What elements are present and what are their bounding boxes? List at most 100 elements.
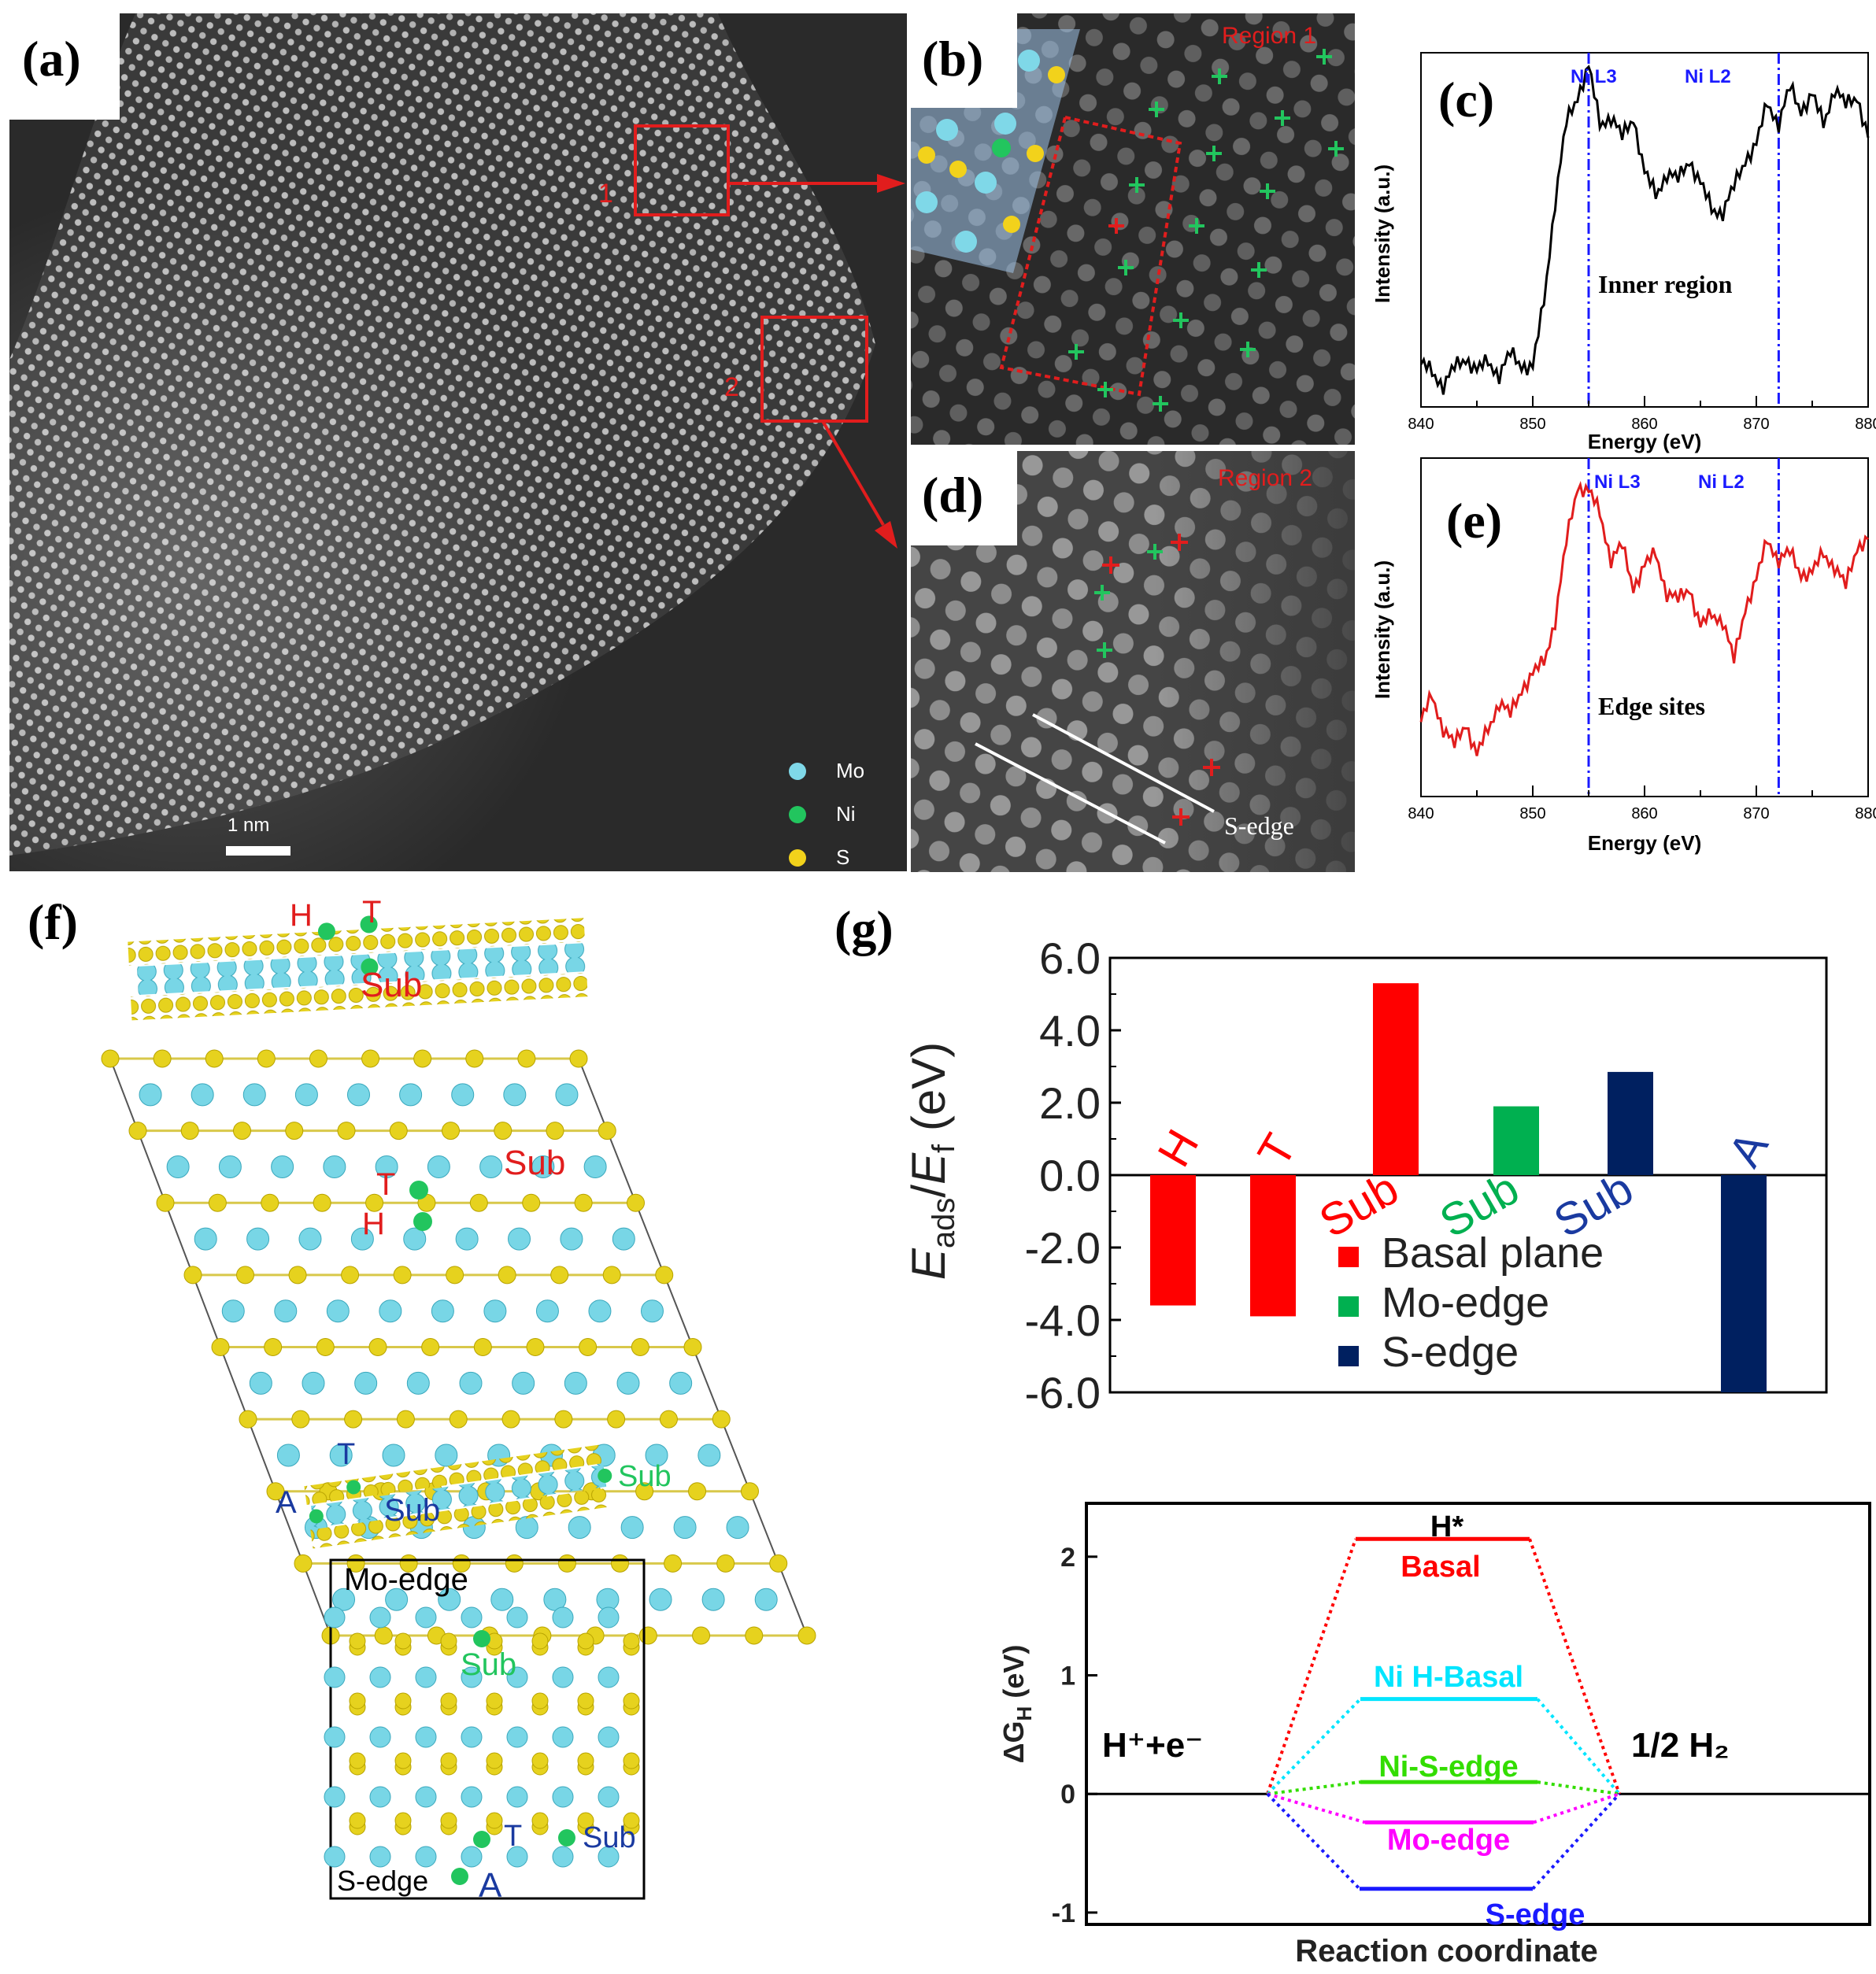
s-atom [577, 1812, 594, 1829]
region-2-label: Region 2 [1218, 465, 1313, 491]
mo-atom [598, 1666, 620, 1688]
s-atom [128, 1122, 147, 1140]
fe-left-label: H⁺+e⁻ [1102, 1726, 1203, 1765]
ni-atom-h [413, 1212, 432, 1231]
s-atom [577, 1752, 594, 1769]
s-atom [627, 1193, 645, 1212]
mo-atom [415, 1846, 437, 1868]
label-top-t: T [362, 895, 381, 930]
s-atom [394, 1692, 412, 1710]
mo-atom [298, 1227, 322, 1251]
mo-atom [479, 1155, 503, 1178]
fe-plot-frame [1085, 1502, 1871, 1926]
g-ytick-label: 6.0 [1039, 933, 1101, 983]
g-legend-label-1: Mo-edge [1382, 1279, 1549, 1326]
mo-atom [620, 1516, 644, 1540]
s-atom [569, 1049, 588, 1068]
label-edge-t: T [504, 1820, 522, 1853]
s-atom [413, 1049, 432, 1068]
s-atom [683, 1338, 702, 1356]
s-atom [531, 1812, 549, 1829]
s-atom [349, 1752, 366, 1769]
s-atom [180, 1122, 199, 1140]
fe-level-label-2: Ni-S-edge [1378, 1750, 1518, 1784]
stem-image-a [9, 13, 907, 871]
mo-atom [701, 1588, 725, 1611]
g-category-label-0: H [1148, 1121, 1208, 1175]
s-atom [741, 1482, 759, 1501]
xtick-c-860: 860 [1631, 416, 1657, 433]
mo-atom [564, 1371, 587, 1395]
legend-ni: Ni [789, 793, 899, 836]
fe-connector-left-0 [1266, 1538, 1357, 1795]
mo-atom [323, 1155, 346, 1178]
edge-side-view [304, 1444, 612, 1549]
mo-atom [246, 1227, 270, 1251]
mo-atom [506, 1666, 528, 1688]
label-s-edge: S-edge [337, 1865, 428, 1897]
mo-atom [294, 1083, 318, 1107]
mo-atom [415, 1606, 437, 1628]
s-atom [607, 1410, 626, 1429]
label-edge-side-a: A [276, 1485, 297, 1520]
mo-atom [552, 1606, 574, 1628]
mo-atom [324, 1606, 346, 1628]
xlabel-c: Energy (eV) [1588, 430, 1702, 453]
mo-atom [598, 1786, 620, 1808]
s-atom [257, 1049, 276, 1068]
mo-atom [326, 1299, 350, 1323]
g-ylabel: Eads/Ef (eV) [902, 1042, 961, 1280]
mo-atom [459, 1371, 483, 1395]
edge-label-ni-l3-c: Ni L3 [1571, 66, 1617, 87]
mo-atom [560, 1227, 583, 1251]
s-atom [266, 1482, 285, 1501]
s-atom [550, 1266, 569, 1285]
mo-atom [415, 1726, 437, 1748]
mo-atom [461, 1606, 483, 1628]
box-label-1: 1 [598, 179, 613, 209]
s-atom [440, 1692, 457, 1710]
mo-atom [506, 1606, 528, 1628]
mo-atom [640, 1299, 664, 1323]
s-atom [498, 1266, 516, 1285]
fe-level-label-0: Basal [1401, 1551, 1480, 1584]
mo-atom [649, 1588, 672, 1611]
panel-g: 6.0 4.0 2.0 0.0 -2.0 -4.0 -6.0 H T Sub Sub Sub A Basa… [834, 882, 1876, 1417]
ni-atom-sub [558, 1829, 575, 1846]
region-box-2 [760, 316, 868, 423]
mo-atom [506, 1846, 528, 1868]
mo-atom [515, 1516, 538, 1540]
mo-atom [276, 1444, 300, 1467]
s-atom [183, 1266, 202, 1285]
fe-connector-right-3 [1533, 1792, 1620, 1824]
s-atom [623, 1692, 640, 1710]
s-atom [440, 1812, 457, 1829]
g-bar-3 [1493, 1106, 1539, 1175]
fe-connector-right-2 [1537, 1780, 1620, 1796]
s-atom [361, 1049, 380, 1068]
s-atom [285, 1122, 304, 1140]
g-bar-2 [1373, 983, 1419, 1175]
fe-connector-left-2 [1267, 1780, 1361, 1796]
mo-atom [697, 1444, 721, 1467]
mo-atom [598, 1606, 620, 1628]
mo-atom [271, 1155, 294, 1178]
mo-atom [503, 1083, 527, 1107]
s-atom [291, 1410, 310, 1429]
s-atom [574, 1193, 593, 1212]
g-ytick-label: -4.0 [1025, 1296, 1101, 1345]
s-atom [313, 1193, 331, 1212]
s-atom [394, 1812, 412, 1829]
s-atom [611, 1554, 629, 1573]
s-atom [344, 1410, 363, 1429]
eels-spectrum-e: Ni L3 Ni L2 Edge sites Intensity (a.u.) … [1371, 457, 1876, 855]
fe-ytick-label: 0 [1060, 1780, 1075, 1810]
s-atom [522, 1193, 541, 1212]
s-atom [501, 1410, 520, 1429]
mo-atom [324, 1726, 346, 1748]
mo-atom [669, 1371, 693, 1395]
green-cross-markers [1068, 49, 1344, 412]
mo-atom [588, 1299, 612, 1323]
mo-atom [552, 1786, 574, 1808]
mo-atom [379, 1299, 402, 1323]
